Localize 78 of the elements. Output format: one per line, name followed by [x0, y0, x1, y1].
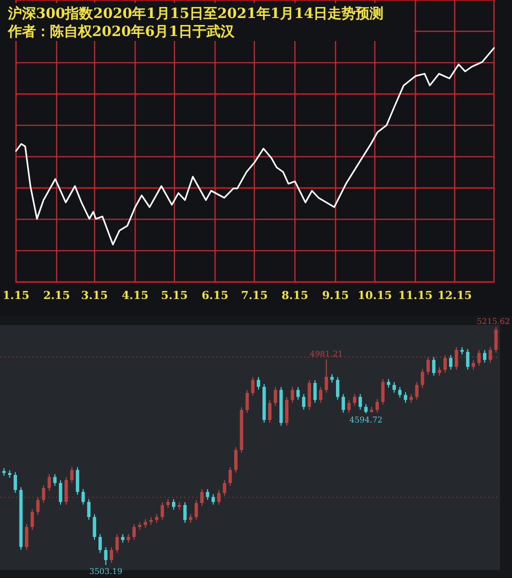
candlestick	[256, 376, 260, 390]
x-tick-label: 5.15	[161, 289, 188, 302]
x-tick-label: 7.15	[240, 289, 268, 302]
candlestick	[160, 502, 164, 520]
candlestick	[64, 476, 68, 506]
candlestick	[183, 502, 187, 524]
candlestick	[404, 392, 408, 404]
candlestick	[358, 394, 362, 410]
candlestick	[392, 382, 396, 394]
x-tick-label: 9.15	[322, 289, 349, 302]
candlestick	[24, 524, 28, 550]
candlestick	[172, 498, 176, 510]
candlestick	[14, 472, 17, 494]
candlestick	[376, 398, 379, 414]
candlestick	[222, 480, 226, 496]
candlestick	[206, 488, 210, 500]
candlestick	[285, 396, 288, 426]
candlestick	[342, 394, 345, 414]
candlestick	[115, 534, 119, 554]
candlestick	[449, 354, 452, 370]
candlestick	[58, 480, 62, 506]
candlestick	[466, 348, 470, 370]
candlestick	[454, 346, 458, 370]
candlestick	[53, 474, 57, 486]
candlestick	[347, 400, 351, 414]
candlestick	[381, 378, 385, 406]
candlestick	[296, 386, 300, 400]
candlestick	[290, 386, 294, 404]
candlestick	[48, 474, 51, 492]
chart-title: 沪深300指数2020年1月15日至2021年1月14日走势预测	[7, 5, 384, 22]
annotation: 4594.72	[349, 415, 382, 424]
x-tick-label: 8.15	[282, 289, 308, 302]
candlestick	[324, 359, 328, 394]
candlestick	[477, 350, 481, 366]
candlestick	[30, 508, 34, 530]
candlestick	[194, 500, 198, 520]
candlestick	[234, 446, 238, 474]
candlestick	[87, 498, 91, 520]
candlestick	[319, 386, 322, 404]
candlestick	[268, 400, 272, 424]
x-tick-label: 6.15	[202, 289, 228, 302]
candlestick	[398, 386, 402, 398]
candlestick	[352, 394, 356, 406]
x-tick-label: 12.15	[437, 289, 472, 302]
candlestick	[132, 524, 136, 540]
candlestick	[488, 346, 492, 364]
candlestick	[110, 546, 114, 564]
x-tick-label: 10.15	[358, 289, 392, 302]
candlestick	[245, 390, 249, 414]
x-tick-label: 3.15	[81, 289, 108, 302]
candlestick	[443, 354, 447, 374]
chart-subtitle: 作者：陈自权2020年6月1日于武汉	[7, 24, 236, 40]
candlestick	[217, 490, 221, 506]
annotation: 3503.19	[89, 567, 122, 576]
candlestick	[308, 380, 312, 410]
x-tick-label: 1.15	[2, 289, 30, 302]
candlestick	[336, 376, 340, 400]
candlestick	[415, 382, 419, 400]
candlestick	[432, 356, 436, 376]
candlestick	[212, 494, 215, 506]
candlestick	[81, 488, 85, 506]
candlestick	[426, 356, 430, 376]
candlestick	[251, 376, 255, 396]
candlestick	[70, 466, 74, 484]
candlestick	[472, 360, 476, 370]
annotation: 4981.21	[310, 350, 343, 359]
candlestick	[42, 484, 46, 504]
candlestick	[302, 394, 306, 410]
x-tick-label: 4.15	[122, 289, 149, 302]
candlestick	[36, 496, 40, 516]
candlestick	[98, 534, 102, 554]
candlestick	[228, 466, 232, 486]
candlestick	[483, 350, 486, 364]
candlestick	[104, 546, 108, 566]
x-tick-label: 2.15	[43, 289, 70, 302]
annotation: 5215.62	[476, 317, 510, 326]
x-tick-label: 11.15	[398, 289, 433, 302]
candlestick	[364, 404, 368, 414]
